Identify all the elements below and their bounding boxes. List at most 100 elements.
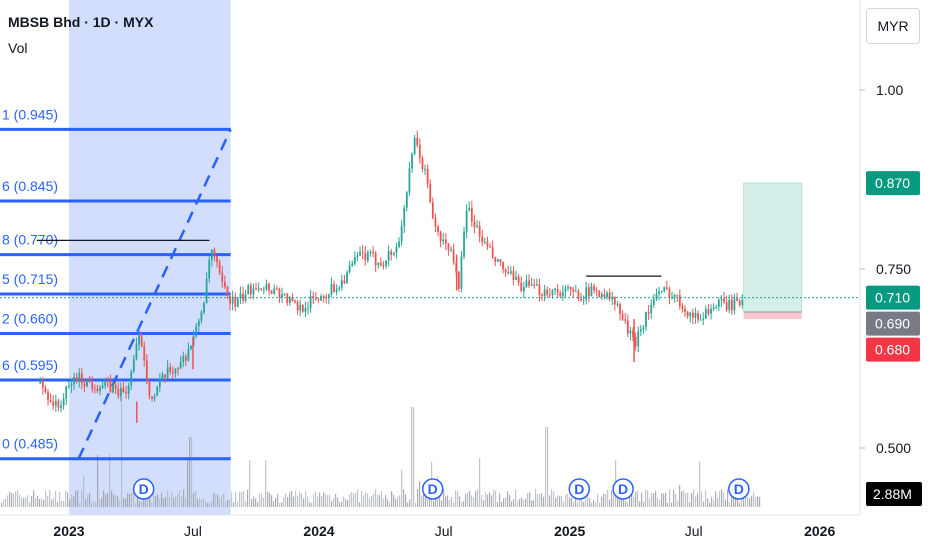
- volume-bar: [215, 494, 217, 507]
- volume-bar: [425, 494, 427, 507]
- candle-body: [421, 157, 424, 169]
- volume-bar: [695, 495, 697, 507]
- volume-bar: [573, 501, 575, 507]
- volume-bar: [309, 502, 311, 507]
- volume-bar: [515, 489, 517, 507]
- candle-body: [564, 288, 567, 292]
- volume-bar: [657, 497, 659, 507]
- volume-bar: [187, 457, 189, 507]
- volume-bar: [167, 490, 169, 507]
- candle-body: [543, 289, 546, 296]
- volume-bar: [115, 495, 117, 507]
- volume-bar: [669, 489, 671, 507]
- candle-body: [496, 259, 499, 262]
- candle-body: [80, 373, 83, 384]
- volume-bar: [97, 454, 99, 507]
- volume-bar: [7, 495, 9, 507]
- candle-body: [585, 287, 588, 300]
- volume-bar: [209, 502, 211, 507]
- volume-bar: [169, 496, 171, 507]
- volume-bar: [173, 498, 175, 507]
- candle-body: [187, 348, 190, 361]
- candle-body: [741, 300, 744, 306]
- volume-bar: [175, 496, 177, 507]
- candle-body: [390, 251, 393, 255]
- volume-bar: [223, 493, 225, 507]
- volume-bar: [671, 502, 673, 507]
- volume-bar: [375, 489, 377, 507]
- candle-body: [447, 243, 450, 250]
- volume-bar: [361, 491, 363, 507]
- candle-body: [158, 378, 161, 388]
- volume-bar: [673, 489, 675, 507]
- candle-body: [161, 374, 164, 379]
- volume-bar: [423, 491, 425, 507]
- volume-bar: [387, 499, 389, 507]
- volume-bar: [71, 494, 73, 507]
- dividend-marker: [728, 478, 750, 500]
- candle-body: [660, 291, 663, 293]
- candle-body: [424, 168, 426, 170]
- volume-bar: [247, 489, 249, 507]
- fib-level-label: 0 (0.485): [2, 436, 58, 452]
- candle-body: [712, 307, 715, 309]
- volume-bar: [517, 500, 519, 507]
- current-price-tag: 0.710: [875, 290, 910, 306]
- candle-body: [299, 305, 302, 311]
- candle-body: [452, 249, 455, 263]
- candle-body: [626, 320, 629, 334]
- candle-body: [122, 388, 125, 393]
- volume-bar: [453, 502, 455, 507]
- volume-bar: [347, 500, 349, 507]
- candle-body: [231, 296, 234, 304]
- volume-bar: [747, 497, 749, 507]
- volume-bar: [445, 496, 447, 507]
- volume-bar: [161, 492, 163, 507]
- candle-body: [645, 312, 647, 328]
- candle-body: [634, 336, 637, 347]
- volume-bar: [237, 501, 239, 507]
- volume-bar: [731, 492, 733, 507]
- currency-selector[interactable]: MYR: [866, 8, 920, 44]
- fib-level-label: 6 (0.595): [2, 357, 58, 373]
- candle-body: [395, 247, 398, 253]
- volume-bar: [233, 502, 235, 507]
- candle-body: [509, 271, 512, 274]
- candle-body: [374, 252, 377, 266]
- volume-bar: [557, 495, 559, 507]
- volume-bar: [135, 502, 137, 507]
- candle-body: [437, 226, 439, 232]
- volume-bar: [571, 497, 573, 507]
- volume-bar: [561, 496, 563, 507]
- volume-bar: [279, 502, 281, 507]
- candle-body: [723, 298, 725, 303]
- current-price-tag-bg: [866, 285, 920, 310]
- volume-bar: [317, 496, 319, 507]
- volume-bar: [451, 496, 453, 507]
- volume-bar: [611, 490, 613, 507]
- x-tick-label: 2026: [804, 523, 835, 539]
- volume-bar: [87, 495, 89, 507]
- volume-bar: [273, 501, 275, 507]
- volume-bar: [179, 490, 181, 507]
- volume-bar: [739, 502, 741, 507]
- volume-bar: [217, 494, 219, 507]
- candle-body: [200, 312, 203, 321]
- candle-body: [678, 295, 681, 306]
- volume-bar: [603, 494, 605, 507]
- candle-body: [642, 327, 645, 330]
- candle-body: [548, 294, 551, 296]
- volume-bar: [369, 498, 371, 507]
- candle-body: [598, 291, 601, 298]
- volume-bar: [463, 501, 465, 507]
- volume-bar: [433, 500, 435, 507]
- volume-bar: [287, 497, 289, 507]
- volume-bar: [477, 489, 479, 507]
- volume-bar: [199, 497, 201, 507]
- candle-body: [60, 405, 62, 408]
- candle-body: [379, 262, 382, 265]
- volume-bar: [43, 499, 45, 507]
- volume-bar: [607, 490, 609, 507]
- volume-bar: [481, 495, 483, 507]
